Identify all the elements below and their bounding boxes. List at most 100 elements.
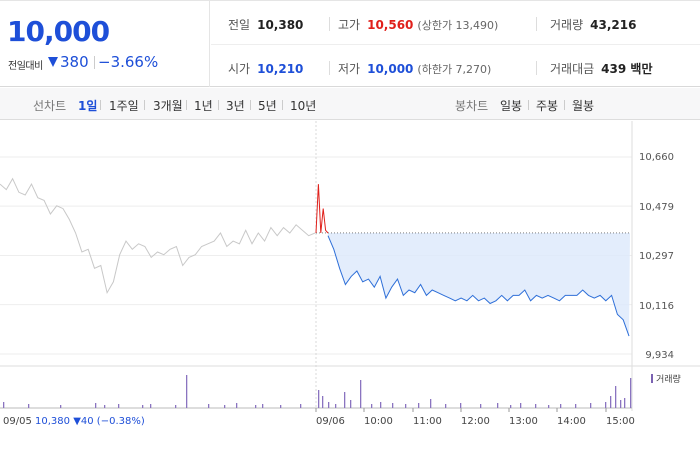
divider: [282, 100, 283, 110]
divider: [211, 44, 700, 45]
volume-bar: [560, 404, 562, 408]
candle-chart-title: 봉차트: [455, 99, 489, 113]
stat-value: 439 백만: [601, 62, 653, 76]
prev-day-date: 09/05: [3, 416, 32, 427]
volume-bar: [380, 402, 382, 408]
volume-bar: [28, 404, 30, 408]
volume-bar: [186, 375, 188, 408]
period-tab-1d[interactable]: 1일: [78, 99, 98, 113]
volume-bar: [610, 396, 612, 408]
stat-label: 거래량: [550, 18, 584, 32]
current-price: 10,000: [7, 15, 110, 48]
volume-bar: [208, 404, 210, 408]
y-tick-label: 10,479: [639, 202, 674, 213]
volume-bar: [497, 403, 499, 408]
stat-label: 고가: [338, 18, 361, 32]
down-triangle-icon: [48, 57, 58, 67]
volume-bar: [392, 403, 394, 408]
change-label: 전일대비: [8, 61, 43, 72]
stat-value: 10,210: [257, 62, 304, 76]
y-tick-label: 10,660: [639, 152, 674, 163]
volume-bars: [3, 375, 632, 408]
stat-label: 저가: [338, 62, 361, 76]
candle-tab-weekly[interactable]: 주봉: [536, 99, 559, 113]
y-tick-label: 9,934: [645, 350, 674, 361]
volume-bar: [280, 405, 282, 408]
prev-day-value: 10,380: [35, 416, 71, 427]
divider: [564, 100, 565, 110]
volume-bar: [262, 404, 264, 408]
price-chart[interactable]: 10,660 10,479 10,297 10,116 9,934 거래량 09…: [0, 121, 700, 450]
volume-bar: [224, 405, 226, 408]
divider: [329, 17, 330, 31]
volume-bar: [322, 396, 324, 408]
volume-bar: [328, 402, 330, 408]
y-tick-label: 10,116: [639, 301, 674, 312]
period-bar: 선차트 1일 1주일 3개월 1년 3년 5년 10년 봉차트 일봉 주봉 월봉: [0, 88, 700, 120]
change-value: 380: [60, 53, 89, 71]
candle-tab-daily[interactable]: 일봉: [500, 99, 523, 113]
divider: [536, 17, 537, 31]
divider: [144, 100, 145, 110]
volume-bar: [150, 404, 152, 408]
x-tick-label: 13:00: [509, 416, 538, 427]
stat-volume: 거래량 43,216: [550, 16, 636, 33]
divider: [329, 61, 330, 75]
candle-tab-monthly[interactable]: 월봉: [572, 99, 595, 113]
period-tab-3y[interactable]: 3년: [226, 99, 245, 113]
divider: [536, 61, 537, 75]
period-tab-10y[interactable]: 10년: [290, 99, 317, 113]
volume-bar: [118, 404, 120, 408]
series-prev-day: [0, 177, 316, 295]
volume-bar: [255, 405, 257, 408]
volume-bar: [104, 405, 106, 408]
x-tick-label: 11:00: [413, 416, 442, 427]
volume-bar: [590, 403, 592, 408]
volume-bar: [615, 386, 617, 408]
volume-bar: [624, 398, 626, 408]
price-box: 10,000 전일대비 380 −3.66%: [0, 1, 210, 87]
volume-bar: [175, 405, 177, 408]
divider: [100, 100, 101, 110]
lower-limit: (하한가 7,270): [417, 63, 492, 76]
volume-bar: [371, 404, 373, 408]
period-tab-1y[interactable]: 1년: [194, 99, 213, 113]
period-tab-5y[interactable]: 5년: [258, 99, 277, 113]
quote-panel: 10,000 전일대비 380 −3.66% 전일 10,380 고가 10,560…: [0, 0, 700, 87]
stat-low: 저가 10,000 (하한가 7,270): [338, 60, 491, 77]
x-tick-label: 12:00: [461, 416, 490, 427]
volume-bar: [344, 392, 346, 408]
stat-open: 시가 10,210: [228, 60, 303, 77]
volume-bar: [520, 403, 522, 408]
volume-bar: [405, 404, 407, 408]
volume-bar: [60, 405, 62, 408]
volume-legend-label: 거래량: [656, 375, 681, 385]
prev-day-change: ▼40 (−0.38%): [73, 416, 145, 427]
series-today-up: [315, 184, 329, 234]
change-divider: [94, 56, 95, 69]
below-prev-close-area: [328, 233, 630, 337]
stat-value: 43,216: [590, 18, 637, 32]
chart-canvas[interactable]: [0, 121, 700, 450]
volume-bar: [300, 404, 302, 408]
volume-legend: 거래량: [651, 372, 681, 385]
period-tab-1w[interactable]: 1주일: [109, 99, 139, 113]
x-tick-label: 09/06: [316, 416, 345, 427]
stat-value: 10,560: [367, 18, 414, 32]
stat-amount: 거래대금 439 백만: [550, 60, 652, 77]
volume-bar: [575, 404, 577, 408]
x-tick-label: 15:00: [606, 416, 635, 427]
volume-bar: [548, 405, 550, 408]
period-tab-3m[interactable]: 3개월: [153, 99, 183, 113]
volume-bar: [142, 405, 144, 408]
volume-bar: [605, 402, 607, 408]
series-today-down: [327, 235, 630, 337]
volume-bar: [510, 405, 512, 408]
volume-bar: [445, 404, 447, 408]
volume-bar: [480, 404, 482, 408]
stat-label: 거래대금: [550, 62, 595, 76]
volume-bar: [430, 399, 432, 408]
stat-label: 전일: [228, 18, 251, 32]
stat-high: 고가 10,560 (상한가 13,490): [338, 16, 498, 33]
divider: [250, 100, 251, 110]
